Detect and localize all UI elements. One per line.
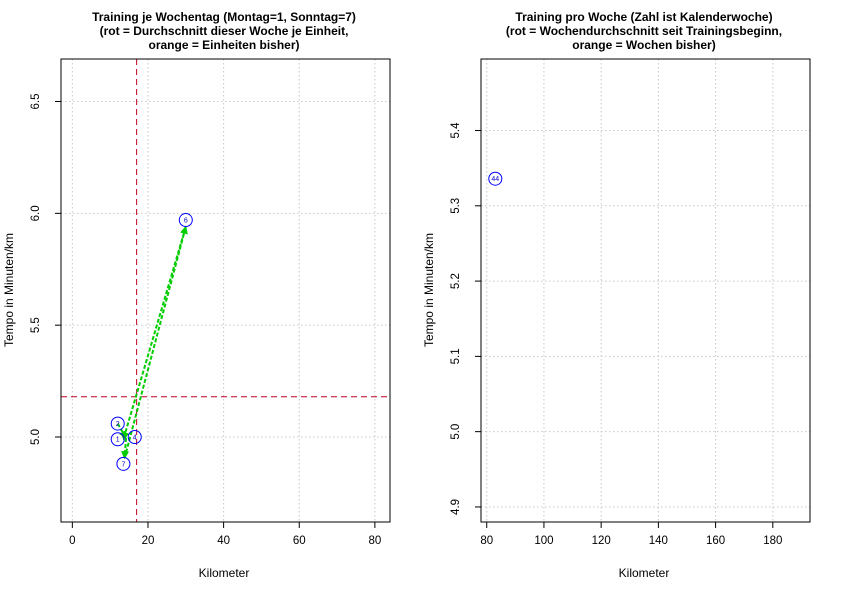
y-tick-label: 5.3	[450, 198, 462, 214]
y-axis-label: Tempo in Minuten/km	[422, 233, 436, 347]
x-tick-label: 80	[480, 535, 493, 547]
data-point	[110, 416, 125, 431]
data-point-label: 1	[116, 437, 120, 444]
y-tick-label: 6.0	[30, 205, 42, 221]
x-tick-label: 180	[763, 535, 782, 547]
chart-title-line-2: (rot = Wochendurchschnitt seit Trainings…	[506, 24, 782, 38]
average-lines	[61, 59, 390, 522]
x-tick-label: 60	[293, 535, 306, 547]
x-tick-label: 40	[217, 535, 230, 547]
weekday-training-chart: Training je Wochentag (Montag=1, Sonntag…	[2, 10, 391, 580]
chart-title-line-1: Training pro Woche (Zahl ist Kalenderwoc…	[515, 10, 772, 24]
y-tick-label: 5.4	[450, 122, 462, 139]
data-point-label: 7	[121, 461, 125, 468]
x-axis-ticks: 0 20 40 60 80	[69, 522, 381, 547]
grid-lines	[481, 59, 810, 522]
data-point	[110, 432, 125, 447]
data-point	[488, 171, 503, 186]
trend-arrow	[121, 226, 187, 441]
data-point-label: 4	[133, 435, 137, 442]
trend-arrows	[116, 225, 188, 460]
y-axis-ticks: 5.0 5.5 6.0 6.5	[30, 93, 61, 445]
y-tick-label: 4.9	[450, 499, 462, 515]
x-tick-label: 80	[368, 535, 381, 547]
y-tick-label: 5.1	[450, 348, 462, 364]
x-tick-label: 140	[649, 535, 668, 547]
trend-arrow	[123, 225, 188, 459]
data-point-label: 6	[184, 218, 188, 225]
x-axis-ticks: 80 100 120 140 160 180	[480, 522, 782, 547]
y-axis-ticks: 4.9 5.0 5.1 5.2 5.3 5.4	[450, 122, 481, 515]
x-axis-label: Kilometer	[619, 566, 670, 580]
chart-title-line-3: orange = Wochen bisher)	[572, 38, 715, 52]
y-tick-label: 5.5	[30, 317, 42, 333]
x-axis-label: Kilometer	[199, 566, 250, 580]
plot-frame	[480, 58, 811, 523]
plot-frame	[60, 58, 391, 523]
data-points: 44	[488, 171, 503, 186]
data-point-label: 44	[491, 176, 499, 183]
y-tick-label: 5.0	[30, 429, 42, 445]
data-point	[116, 456, 131, 471]
y-tick-label: 5.2	[450, 273, 462, 289]
chart-title-line-2: (rot = Durchschnitt dieser Woche je Einh…	[100, 24, 349, 38]
x-tick-label: 20	[142, 535, 155, 547]
x-tick-label: 120	[592, 535, 611, 547]
chart-title-line-3: orange = Einheiten bisher)	[148, 38, 299, 52]
grid-lines	[61, 59, 390, 522]
y-tick-label: 5.0	[450, 424, 462, 440]
weekly-training-chart: Training pro Woche (Zahl ist Kalenderwoc…	[422, 10, 811, 580]
x-tick-label: 100	[534, 535, 553, 547]
data-point-label: 2	[116, 421, 120, 428]
data-points: 1 2 4 6 7	[110, 213, 193, 471]
trend-arrow	[121, 438, 130, 460]
x-tick-label: 160	[706, 535, 725, 547]
x-tick-label: 0	[69, 535, 75, 547]
data-point	[178, 213, 193, 228]
chart-title-line-1: Training je Wochentag (Montag=1, Sonntag…	[92, 10, 356, 24]
y-axis-label: Tempo in Minuten/km	[2, 233, 16, 347]
data-point	[127, 430, 142, 445]
y-tick-label: 6.5	[30, 93, 42, 109]
